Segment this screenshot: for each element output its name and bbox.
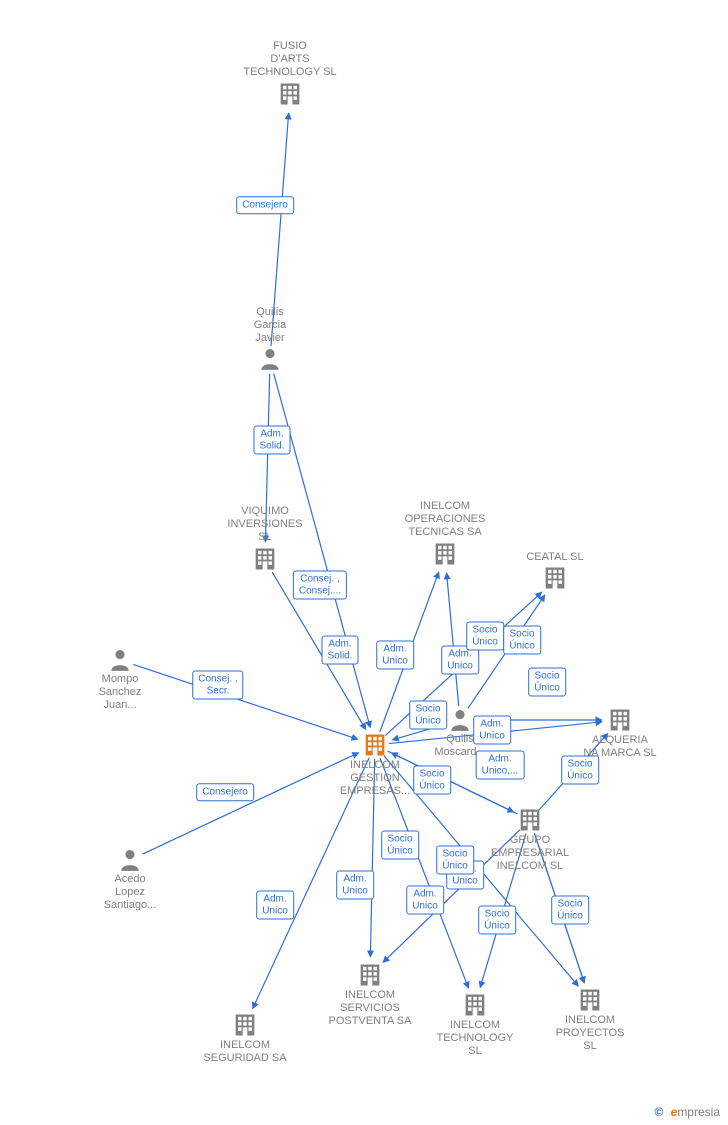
edge-label: Consej. ,Secr.	[192, 671, 243, 700]
credit: © empresia	[654, 1105, 720, 1119]
edge-label: Adm.Solid.	[321, 636, 358, 665]
node-label: VIQUIMOINVERSIONESSL	[200, 505, 330, 545]
edge-label: SocioÚnico	[466, 622, 504, 651]
edge-label: Consejero	[196, 783, 254, 801]
node-grupo[interactable]: GRUPOEMPRESARIALINELCOM SL	[465, 806, 595, 874]
node-label: INELCOMSEGURIDAD SA	[180, 1039, 310, 1065]
edge-qmoscardo-inelcom_op	[447, 573, 459, 706]
node-alqueria[interactable]: ALQUERIANA MARCA SL	[555, 706, 685, 760]
node-inelcom_proy[interactable]: INELCOMPROYECTOSSL	[525, 986, 655, 1054]
edge-label: Adm.Unico,...	[476, 751, 525, 780]
node-inelcom_tech[interactable]: INELCOMTECHNOLOGYSL	[410, 991, 540, 1059]
edge-label: SocioÚnico	[381, 831, 419, 860]
edge-label: Consejero	[236, 196, 294, 214]
node-mompo[interactable]: MompoSanchezJuan...	[55, 647, 185, 713]
node-inelcom_seg[interactable]: INELCOMSEGURIDAD SA	[180, 1011, 310, 1065]
node-label: MompoSanchezJuan...	[55, 673, 185, 713]
edge-label: SocioÚnico	[528, 668, 566, 697]
node-qgj[interactable]: QuilisGarciaJavier	[205, 306, 335, 372]
edge-label: Adm.Unico	[473, 716, 511, 745]
node-label: CEATAL SL	[490, 551, 620, 564]
node-label: INELCOMTECHNOLOGYSL	[410, 1019, 540, 1059]
copyright-symbol: ©	[654, 1105, 663, 1119]
node-label: INELCOMPROYECTOSSL	[525, 1014, 655, 1054]
edge-label: SocioÚnico	[478, 906, 516, 935]
edge-label: Adm.Unico	[336, 871, 374, 900]
edge-label: SocioÚnico	[561, 756, 599, 785]
edge-label: SocioÚnico	[551, 896, 589, 925]
edge-label: SocioÚnico	[409, 701, 447, 730]
edge-label: SocioÚnico	[413, 766, 451, 795]
node-label: INELCOMOPERACIONESTECNICAS SA	[380, 500, 510, 540]
edge-label: Adm.Unico	[256, 891, 294, 920]
edge-label: Adm.Unico	[376, 641, 414, 670]
node-label: FUSIOD'ARTSTECHNOLOGY SL	[225, 40, 355, 80]
node-label: GRUPOEMPRESARIALINELCOM SL	[465, 834, 595, 874]
edge-label: Adm.Unico	[406, 886, 444, 915]
credit-rest: mpresia	[677, 1105, 720, 1119]
edge-label: SocioÚnico	[436, 846, 474, 875]
edge-label: SocioÚnico	[503, 626, 541, 655]
node-label: AcedoLopezSantiago...	[65, 873, 195, 913]
node-viquimo[interactable]: VIQUIMOINVERSIONESSL	[200, 505, 330, 573]
edge-label: Adm.Solid.	[253, 426, 290, 455]
node-fusio[interactable]: FUSIOD'ARTSTECHNOLOGY SL	[225, 40, 355, 108]
edge-label: Consej. ,Consej....	[293, 571, 347, 600]
node-ceatal[interactable]: CEATAL SL	[490, 551, 620, 592]
node-label: QuilisGarciaJavier	[205, 306, 335, 346]
node-acedo[interactable]: AcedoLopezSantiago...	[65, 847, 195, 913]
